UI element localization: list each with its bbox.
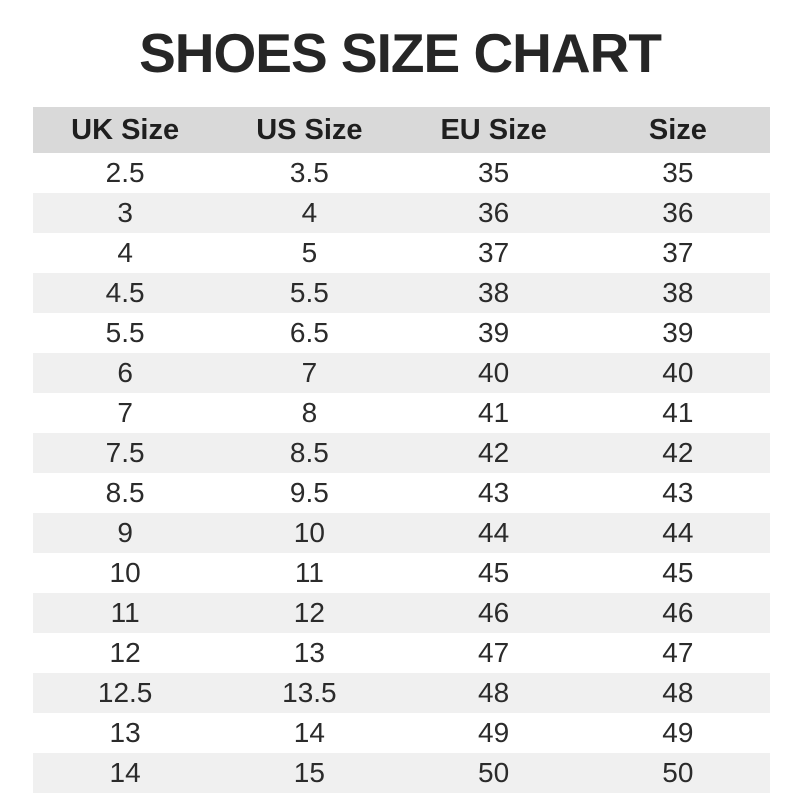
table-cell: 48 [478, 677, 510, 708]
table-cell: 7 [301, 357, 318, 388]
table-cell: 15 [293, 757, 325, 788]
table-cell: 9.5 [289, 477, 329, 508]
table-cell: 36 [662, 197, 694, 228]
table-cell: 45 [662, 557, 694, 588]
table-cell: 38 [478, 277, 510, 308]
table-cell: 41 [478, 397, 510, 428]
table-cell: 47 [662, 637, 694, 668]
table-cell: 6.5 [289, 317, 329, 348]
table-cell: 5.5 [289, 277, 329, 308]
table-cell: 35 [478, 157, 510, 188]
table-cell: 44 [478, 517, 510, 548]
size-chart-table: UK Size US Size EU Size Size 2.5 3.5 35 35 3 4 36… [33, 107, 770, 793]
table-cell: 5 [301, 237, 318, 268]
table-cell: 4 [117, 237, 133, 268]
table-cell: 40 [478, 357, 510, 388]
table-cell: 48 [662, 677, 694, 708]
table-row: 10 11 45 45 [33, 553, 770, 593]
table-cell: 4 [301, 197, 318, 228]
column-header: Size [585, 107, 770, 153]
table-cell: 43 [662, 477, 694, 508]
table-cell: 49 [478, 717, 510, 748]
table-cell: 2.5 [105, 157, 145, 188]
table-cell: 13 [109, 717, 141, 748]
table-cell: 12 [109, 637, 141, 668]
page-title: SHOES SIZE CHART [139, 22, 662, 84]
table-cell: 41 [662, 397, 694, 428]
table-row: 9 10 44 44 [33, 513, 770, 553]
table-cell: 11 [110, 597, 140, 628]
table-header-row: UK Size US Size EU Size Size [33, 107, 770, 153]
table-row: 4.5 5.5 38 38 [33, 273, 770, 313]
table-cell: 4.5 [105, 277, 145, 308]
table-cell: 36 [478, 197, 510, 228]
table-cell: 46 [662, 597, 694, 628]
table-cell: 7 [117, 397, 133, 428]
table-cell: 14 [109, 757, 141, 788]
table-cell: 46 [478, 597, 510, 628]
table-body: 2.5 3.5 35 35 3 4 36 36 4 5 37 37 4.5 5.5 38 38 5.5 6.5 39… [33, 153, 770, 793]
table-cell: 12.5 [97, 677, 153, 708]
table-cell: 45 [478, 557, 510, 588]
table-row: 7.5 8.5 42 42 [33, 433, 770, 473]
table-cell: 44 [662, 517, 694, 548]
table-row: 3 4 36 36 [33, 193, 770, 233]
table-row: 11 12 46 46 [33, 593, 770, 633]
table-cell: 10 [293, 517, 325, 548]
table-cell: 8.5 [289, 437, 329, 468]
table-cell: 39 [662, 317, 694, 348]
table-cell: 7.5 [105, 437, 145, 468]
table-row: 4 5 37 37 [33, 233, 770, 273]
table-row: 5.5 6.5 39 39 [33, 313, 770, 353]
column-header: UK Size [33, 107, 218, 153]
table-cell: 13.5 [282, 677, 337, 708]
table-cell: 42 [478, 437, 510, 468]
table-row: 13 14 49 49 [33, 713, 770, 753]
table-cell: 37 [662, 237, 694, 268]
table-cell: 6 [117, 357, 133, 388]
table-cell: 39 [478, 317, 510, 348]
table-cell: 9 [117, 517, 133, 548]
table-cell: 8 [301, 397, 318, 428]
table-cell: 11 [294, 557, 324, 588]
table-cell: 35 [662, 157, 694, 188]
table-cell: 8.5 [105, 477, 145, 508]
table-cell: 3 [117, 197, 133, 228]
table-row: 12 13 47 47 [33, 633, 770, 673]
table-row: 6 7 40 40 [33, 353, 770, 393]
table-cell: 50 [662, 757, 694, 788]
table-cell: 14 [293, 717, 325, 748]
table-cell: 3.5 [289, 157, 329, 188]
table-cell: 5.5 [105, 317, 145, 348]
table-row: 12.5 13.5 48 48 [33, 673, 770, 713]
table-cell: 43 [478, 477, 510, 508]
table-row: 14 15 50 50 [33, 753, 770, 793]
table-cell: 12 [293, 597, 325, 628]
table-row: 8.5 9.5 43 43 [33, 473, 770, 513]
table-cell: 13 [293, 637, 325, 668]
table-cell: 50 [478, 757, 510, 788]
table-cell: 40 [662, 357, 694, 388]
column-header: EU Size [401, 107, 586, 153]
table-cell: 49 [662, 717, 694, 748]
table-cell: 10 [109, 557, 141, 588]
table-header: UK Size US Size EU Size Size [33, 107, 770, 153]
table-cell: 37 [478, 237, 510, 268]
table-row: 2.5 3.5 35 35 [33, 153, 770, 193]
table-cell: 47 [478, 637, 510, 668]
table-cell: 42 [662, 437, 694, 468]
table-cell: 38 [662, 277, 694, 308]
column-header: US Size [217, 107, 402, 153]
table-row: 7 8 41 41 [33, 393, 770, 433]
